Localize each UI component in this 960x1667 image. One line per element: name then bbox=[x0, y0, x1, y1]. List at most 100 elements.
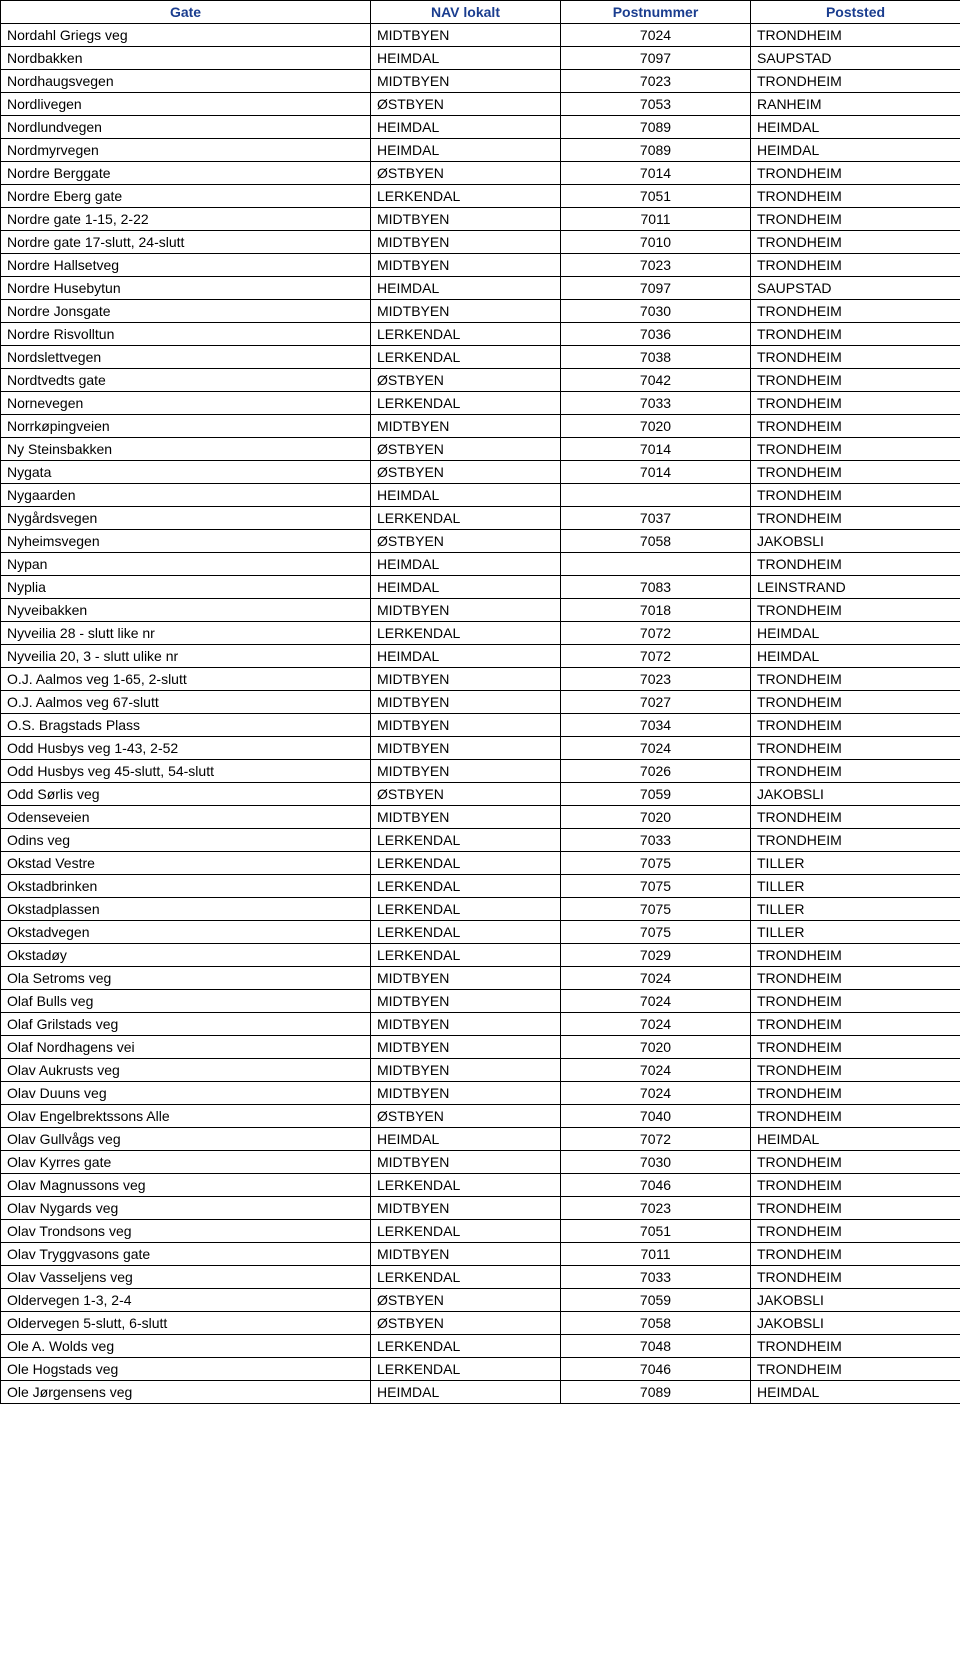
table-cell: MIDTBYEN bbox=[371, 760, 561, 783]
table-cell: 7033 bbox=[561, 829, 751, 852]
table-cell: TRONDHEIM bbox=[751, 392, 960, 415]
table-cell: MIDTBYEN bbox=[371, 599, 561, 622]
table-cell: Olaf Bulls veg bbox=[1, 990, 371, 1013]
table-cell: 7014 bbox=[561, 438, 751, 461]
table-cell: 7011 bbox=[561, 208, 751, 231]
table-cell: ØSTBYEN bbox=[371, 369, 561, 392]
table-cell: MIDTBYEN bbox=[371, 231, 561, 254]
table-cell: TILLER bbox=[751, 898, 960, 921]
table-cell: Olav Nygards veg bbox=[1, 1197, 371, 1220]
table-cell: Nordre gate 1-15, 2-22 bbox=[1, 208, 371, 231]
table-cell: Olav Aukrusts veg bbox=[1, 1059, 371, 1082]
table-cell: Okstad Vestre bbox=[1, 852, 371, 875]
table-cell: HEIMDAL bbox=[751, 1128, 960, 1151]
table-row: NypanHEIMDALTRONDHEIM bbox=[1, 553, 960, 576]
table-cell: MIDTBYEN bbox=[371, 415, 561, 438]
table-cell: O.S. Bragstads Plass bbox=[1, 714, 371, 737]
table-cell: 7097 bbox=[561, 277, 751, 300]
table-row: Ole Jørgensens vegHEIMDAL7089HEIMDAL bbox=[1, 1381, 960, 1404]
table-cell: TRONDHEIM bbox=[751, 507, 960, 530]
table-cell: MIDTBYEN bbox=[371, 990, 561, 1013]
table-cell: 7023 bbox=[561, 1197, 751, 1220]
table-cell: Nyheimsvegen bbox=[1, 530, 371, 553]
table-cell: LERKENDAL bbox=[371, 1174, 561, 1197]
table-cell: 7048 bbox=[561, 1335, 751, 1358]
table-cell: Nordahl Griegs veg bbox=[1, 24, 371, 47]
table-cell: 7046 bbox=[561, 1358, 751, 1381]
table-cell: TRONDHEIM bbox=[751, 714, 960, 737]
table-cell: 7072 bbox=[561, 622, 751, 645]
table-cell: 7089 bbox=[561, 116, 751, 139]
table-cell: MIDTBYEN bbox=[371, 300, 561, 323]
table-cell: SAUPSTAD bbox=[751, 277, 960, 300]
table-cell: Nyveilia 28 - slutt like nr bbox=[1, 622, 371, 645]
table-cell: TRONDHEIM bbox=[751, 1266, 960, 1289]
table-row: NordlundvegenHEIMDAL7089HEIMDAL bbox=[1, 116, 960, 139]
table-cell: Olav Magnussons veg bbox=[1, 1174, 371, 1197]
table-row: Olaf Grilstads vegMIDTBYEN7024TRONDHEIM bbox=[1, 1013, 960, 1036]
table-cell: HEIMDAL bbox=[371, 116, 561, 139]
table-cell: 7058 bbox=[561, 530, 751, 553]
table-cell: 7014 bbox=[561, 461, 751, 484]
table-cell: TRONDHEIM bbox=[751, 691, 960, 714]
table-cell: ØSTBYEN bbox=[371, 438, 561, 461]
table-cell: MIDTBYEN bbox=[371, 1013, 561, 1036]
table-cell: 7024 bbox=[561, 1013, 751, 1036]
table-cell: Nornevegen bbox=[1, 392, 371, 415]
table-cell: Nyveilia 20, 3 - slutt ulike nr bbox=[1, 645, 371, 668]
table-cell: LERKENDAL bbox=[371, 829, 561, 852]
table-row: NordhaugsvegenMIDTBYEN7023TRONDHEIM bbox=[1, 70, 960, 93]
table-row: OkstadplassenLERKENDAL7075TILLER bbox=[1, 898, 960, 921]
table-row: NyheimsvegenØSTBYEN7058JAKOBSLI bbox=[1, 530, 960, 553]
table-row: Nordahl Griegs vegMIDTBYEN7024TRONDHEIM bbox=[1, 24, 960, 47]
table-row: O.J. Aalmos veg 1-65, 2-sluttMIDTBYEN702… bbox=[1, 668, 960, 691]
table-cell: Olav Tryggvasons gate bbox=[1, 1243, 371, 1266]
table-row: Nordre HallsetvegMIDTBYEN7023TRONDHEIM bbox=[1, 254, 960, 277]
table-cell: Okstadøy bbox=[1, 944, 371, 967]
table-row: Nordre Eberg gateLERKENDAL7051TRONDHEIM bbox=[1, 185, 960, 208]
table-cell: HEIMDAL bbox=[751, 622, 960, 645]
table-cell: Nordre Berggate bbox=[1, 162, 371, 185]
table-row: Nordre BerggateØSTBYEN7014TRONDHEIM bbox=[1, 162, 960, 185]
table-cell: TRONDHEIM bbox=[751, 668, 960, 691]
table-cell: JAKOBSLI bbox=[751, 530, 960, 553]
table-cell: 7036 bbox=[561, 323, 751, 346]
table-cell: LERKENDAL bbox=[371, 507, 561, 530]
table-cell: Nordmyrvegen bbox=[1, 139, 371, 162]
table-cell: Nordre Husebytun bbox=[1, 277, 371, 300]
table-cell: HEIMDAL bbox=[371, 1381, 561, 1404]
table-cell: ØSTBYEN bbox=[371, 1289, 561, 1312]
table-cell: TRONDHEIM bbox=[751, 1197, 960, 1220]
table-row: Nordre RisvolltunLERKENDAL7036TRONDHEIM bbox=[1, 323, 960, 346]
table-cell: LERKENDAL bbox=[371, 323, 561, 346]
table-row: Nyveilia 28 - slutt like nrLERKENDAL7072… bbox=[1, 622, 960, 645]
table-cell: TRONDHEIM bbox=[751, 24, 960, 47]
table-cell: 7075 bbox=[561, 852, 751, 875]
table-cell: Olav Engelbrektssons Alle bbox=[1, 1105, 371, 1128]
table-cell: LERKENDAL bbox=[371, 185, 561, 208]
table-cell: JAKOBSLI bbox=[751, 783, 960, 806]
table-row: Nordre gate 1-15, 2-22MIDTBYEN7011TRONDH… bbox=[1, 208, 960, 231]
table-cell: Olaf Nordhagens vei bbox=[1, 1036, 371, 1059]
table-cell: LERKENDAL bbox=[371, 1335, 561, 1358]
table-row: Okstad VestreLERKENDAL7075TILLER bbox=[1, 852, 960, 875]
table-cell: Ole A. Wolds veg bbox=[1, 1335, 371, 1358]
col-header-poststed: Poststed bbox=[751, 1, 960, 24]
table-row: NordslettvegenLERKENDAL7038TRONDHEIM bbox=[1, 346, 960, 369]
table-cell: HEIMDAL bbox=[751, 1381, 960, 1404]
table-body: Nordahl Griegs vegMIDTBYEN7024TRONDHEIMN… bbox=[1, 24, 960, 1404]
table-cell: 7059 bbox=[561, 783, 751, 806]
table-cell: 7030 bbox=[561, 300, 751, 323]
table-row: Olav Kyrres gateMIDTBYEN7030TRONDHEIM bbox=[1, 1151, 960, 1174]
table-row: NornevegenLERKENDAL7033TRONDHEIM bbox=[1, 392, 960, 415]
table-cell: 7089 bbox=[561, 1381, 751, 1404]
table-cell: HEIMDAL bbox=[371, 484, 561, 507]
table-cell: Nordre Hallsetveg bbox=[1, 254, 371, 277]
table-cell: Nordhaugsvegen bbox=[1, 70, 371, 93]
table-row: Olav Nygards vegMIDTBYEN7023TRONDHEIM bbox=[1, 1197, 960, 1220]
table-cell: 7018 bbox=[561, 599, 751, 622]
col-header-postnummer: Postnummer bbox=[561, 1, 751, 24]
table-cell: Norrkøpingveien bbox=[1, 415, 371, 438]
table-cell: 7072 bbox=[561, 1128, 751, 1151]
table-row: Odd Sørlis vegØSTBYEN7059JAKOBSLI bbox=[1, 783, 960, 806]
